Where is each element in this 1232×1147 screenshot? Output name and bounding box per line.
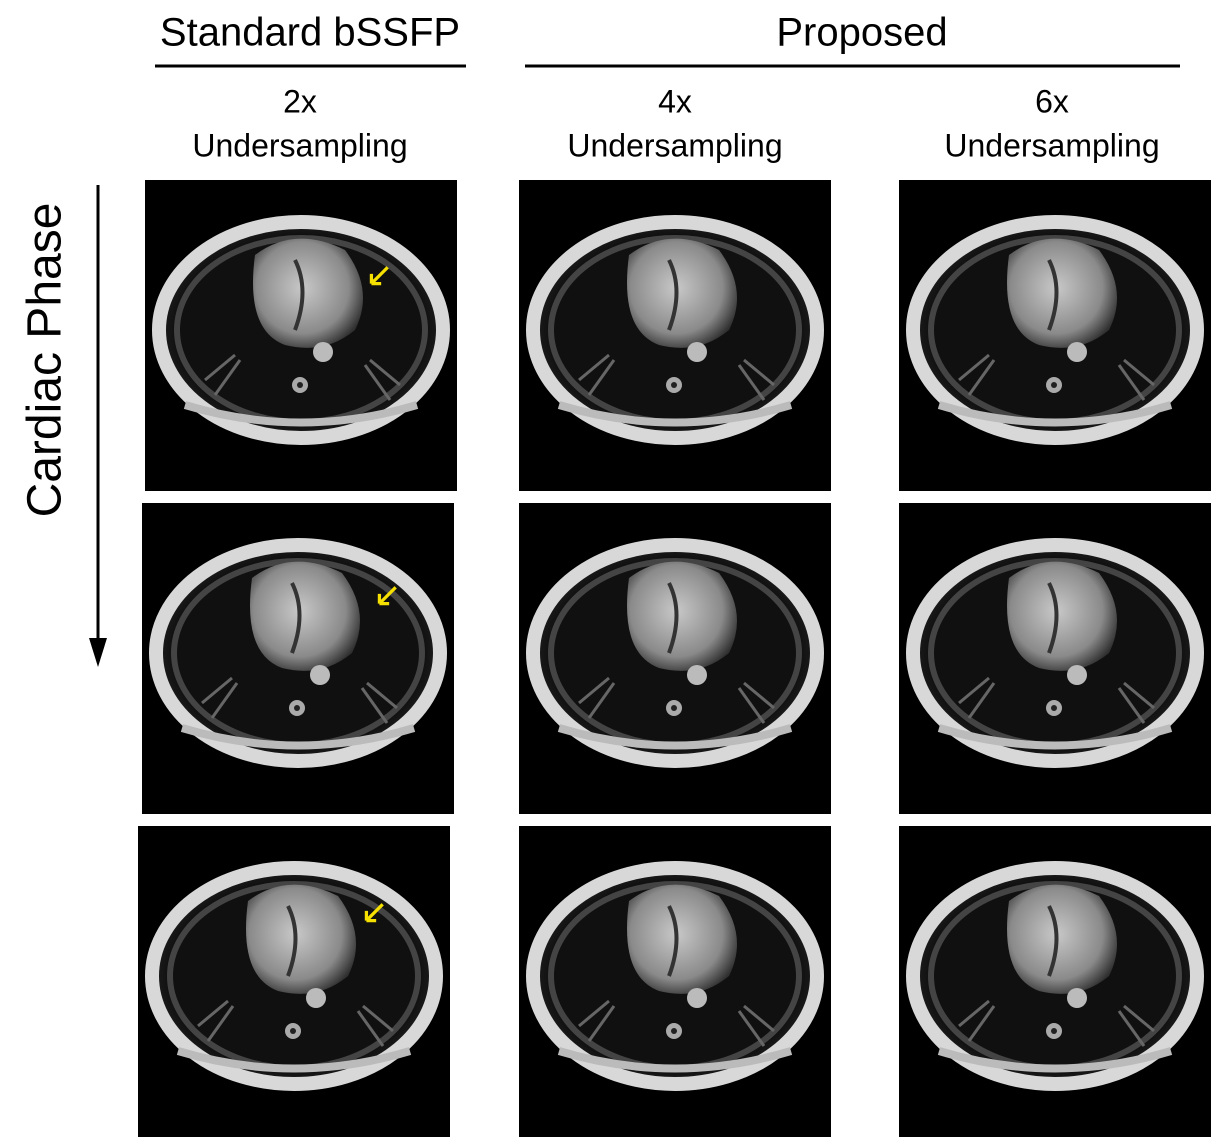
mri-image: [519, 180, 831, 491]
group-title: Proposed: [776, 11, 947, 55]
column-label: Undersampling: [567, 127, 782, 163]
mri-image: [519, 826, 831, 1137]
mri-image: [138, 826, 450, 1137]
mri-image: [899, 180, 1211, 491]
column-label: 4x: [658, 83, 692, 119]
mri-image: [142, 503, 454, 814]
mri-image: [899, 826, 1211, 1137]
column-label: Undersampling: [944, 127, 1159, 163]
column-label: 6x: [1035, 83, 1069, 119]
column-label: 2x: [283, 83, 317, 119]
group-title: Standard bSSFP: [160, 11, 460, 55]
mri-image: [899, 503, 1211, 814]
mri-image: [145, 180, 457, 491]
row-axis-label: Cardiac Phase: [19, 203, 72, 518]
row-arrowhead: [89, 638, 107, 667]
mri-image: [519, 503, 831, 814]
column-label: Undersampling: [192, 127, 407, 163]
